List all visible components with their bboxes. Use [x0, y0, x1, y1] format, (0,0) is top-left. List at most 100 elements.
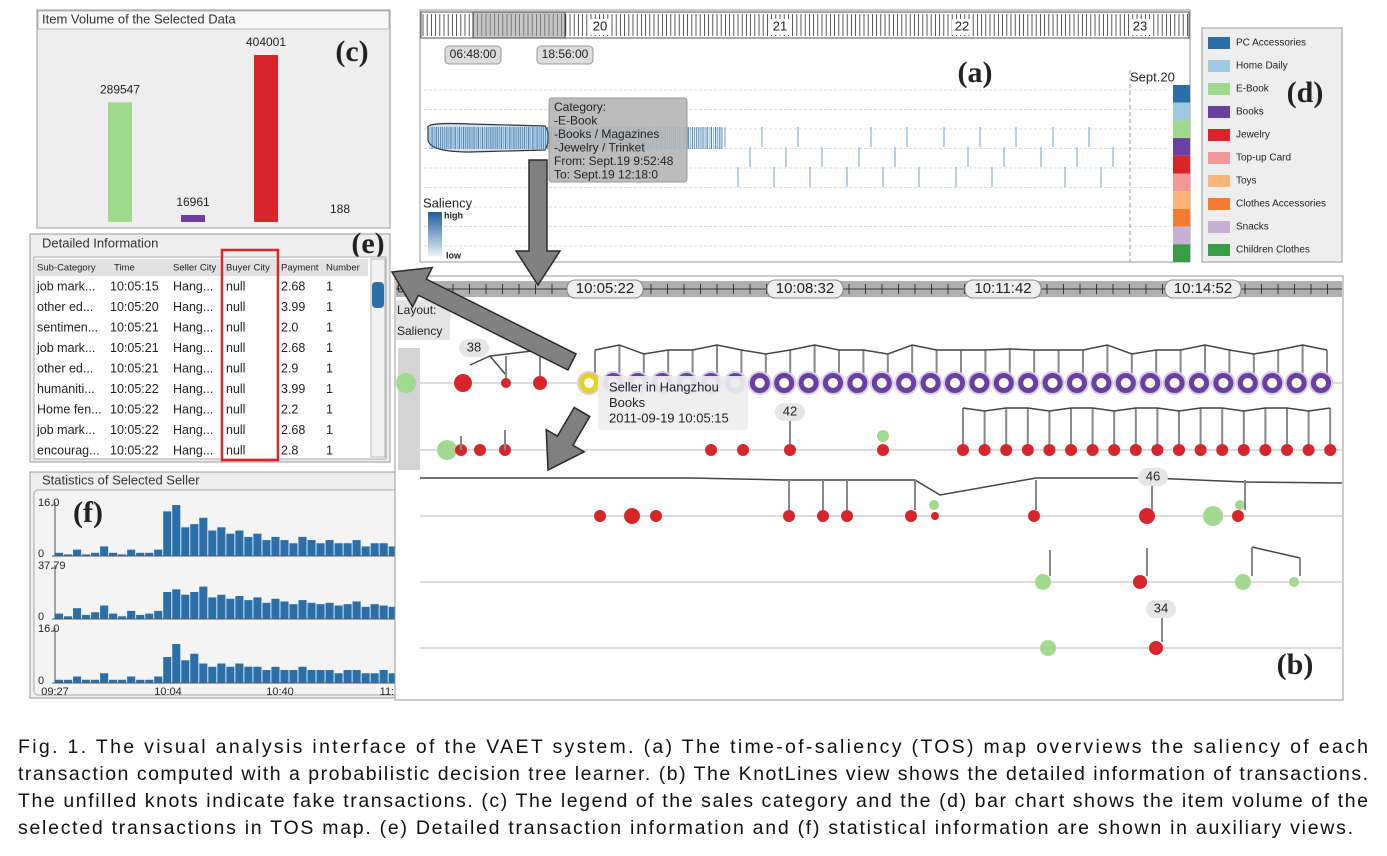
legend-swatch	[1208, 221, 1230, 233]
table-cell: Hang...	[173, 279, 213, 293]
table-cell: Hang...	[173, 443, 213, 457]
histogram-bar	[271, 536, 280, 556]
caption-line: transaction computed with a probabilisti…	[18, 763, 1368, 785]
time-label: 10:14:52	[1174, 280, 1232, 297]
histogram-bar	[352, 601, 361, 619]
tooltip-line: To: Sept.19 12:18:0	[554, 168, 658, 182]
fake-knot	[847, 373, 868, 393]
panel-title: Item Volume of the Selected Data	[42, 11, 236, 26]
histogram-bar	[208, 530, 217, 556]
histogram-bar	[352, 540, 361, 556]
category-strip	[1173, 120, 1190, 139]
table-header: Time	[114, 263, 135, 274]
count-badge	[459, 339, 489, 357]
table-cell: Hang...	[173, 361, 213, 375]
histogram-bar	[343, 604, 352, 619]
histogram-bar	[181, 660, 190, 683]
time-label-bg	[766, 279, 844, 299]
saliency-high: high	[444, 210, 463, 220]
table-header: Buyer City	[226, 263, 270, 274]
panel-title: Detailed Information	[42, 235, 158, 250]
legend-label: Top-up Card	[1236, 153, 1291, 164]
control-label: Layout:	[397, 303, 436, 317]
histogram-bar	[136, 614, 145, 619]
knot	[1173, 444, 1185, 456]
table-cell: 3.99	[281, 300, 305, 314]
histogram-bar	[343, 670, 352, 683]
histogram-bar	[244, 536, 253, 556]
fake-knot	[1286, 373, 1307, 393]
table-cell: Hang...	[173, 382, 213, 396]
histogram-bar	[145, 679, 154, 683]
value-label: 188	[330, 202, 350, 216]
table-header: Sub-Category	[37, 263, 96, 274]
table-cell: 10:05:20	[110, 300, 159, 314]
fake-knot	[749, 373, 770, 393]
legend-swatch	[1208, 83, 1230, 95]
legend-label: Clothes Accessories	[1236, 199, 1326, 210]
ruler-label-bg	[1130, 19, 1150, 35]
knot	[533, 376, 547, 390]
histogram-bar	[298, 600, 307, 619]
histogram-bar	[127, 549, 136, 556]
histogram-bar	[208, 666, 217, 683]
bar	[254, 55, 278, 222]
knot	[737, 444, 749, 456]
table-cell: 10:05:22	[110, 443, 159, 457]
tooltip-line: -Jewelry / Trinket	[554, 141, 645, 155]
table-cell: job mark...	[36, 279, 95, 293]
legend-swatch	[1208, 37, 1230, 49]
fake-knot	[969, 373, 990, 393]
legend-swatch	[1208, 60, 1230, 72]
knot	[1065, 444, 1077, 456]
range-label-bg	[444, 45, 502, 65]
table-header: Payment	[281, 263, 319, 274]
knot	[841, 510, 853, 522]
histogram-bar	[298, 536, 307, 556]
time-label: 10:05:22	[576, 280, 634, 297]
y-tick-label: 0	[38, 611, 44, 623]
knot	[905, 510, 917, 522]
histogram-bar	[253, 533, 262, 556]
y-tick-label: 16.0	[38, 497, 59, 509]
histogram-bar	[217, 527, 226, 556]
fake-knot	[823, 373, 843, 393]
ruler-label-bg	[590, 19, 610, 35]
ruler-label-bg	[770, 19, 790, 35]
table-cell: null	[226, 300, 245, 314]
knot	[1302, 444, 1315, 456]
table-cell: Hang...	[173, 423, 213, 437]
histogram-bar	[361, 673, 370, 683]
category-strip	[1173, 85, 1190, 103]
histogram-bar	[379, 543, 388, 556]
table-header: Seller City	[173, 263, 217, 274]
table-cell: other ed...	[37, 361, 93, 375]
knot	[817, 510, 829, 522]
histogram-bar	[226, 598, 235, 619]
panel-title-bar	[37, 10, 390, 30]
tooltip-line: Books	[609, 395, 646, 410]
histogram-bar	[334, 673, 343, 683]
category-strip	[1173, 173, 1190, 192]
histogram-bar	[64, 679, 73, 683]
count-badge	[1146, 600, 1176, 618]
table-header: Number	[326, 263, 360, 274]
knot	[957, 444, 969, 456]
count-badge	[1138, 468, 1168, 486]
histogram-bar	[289, 670, 298, 683]
histogram-bar	[172, 589, 181, 619]
histogram-bar	[352, 670, 361, 683]
panel-letter: (b)	[1277, 648, 1314, 681]
category-strip	[1173, 155, 1190, 174]
time-label: 10:08:32	[776, 280, 834, 297]
table-cell: null	[226, 361, 245, 375]
histogram-bar	[343, 543, 352, 556]
histogram-bar	[388, 673, 397, 683]
legend-swatch	[1208, 152, 1230, 164]
legend-swatch	[1208, 198, 1230, 210]
knot	[1281, 444, 1293, 456]
fake-knot	[1164, 373, 1185, 393]
time-label-bg	[566, 279, 644, 299]
histogram-bar	[253, 666, 262, 683]
table-cell: 1	[326, 443, 333, 457]
